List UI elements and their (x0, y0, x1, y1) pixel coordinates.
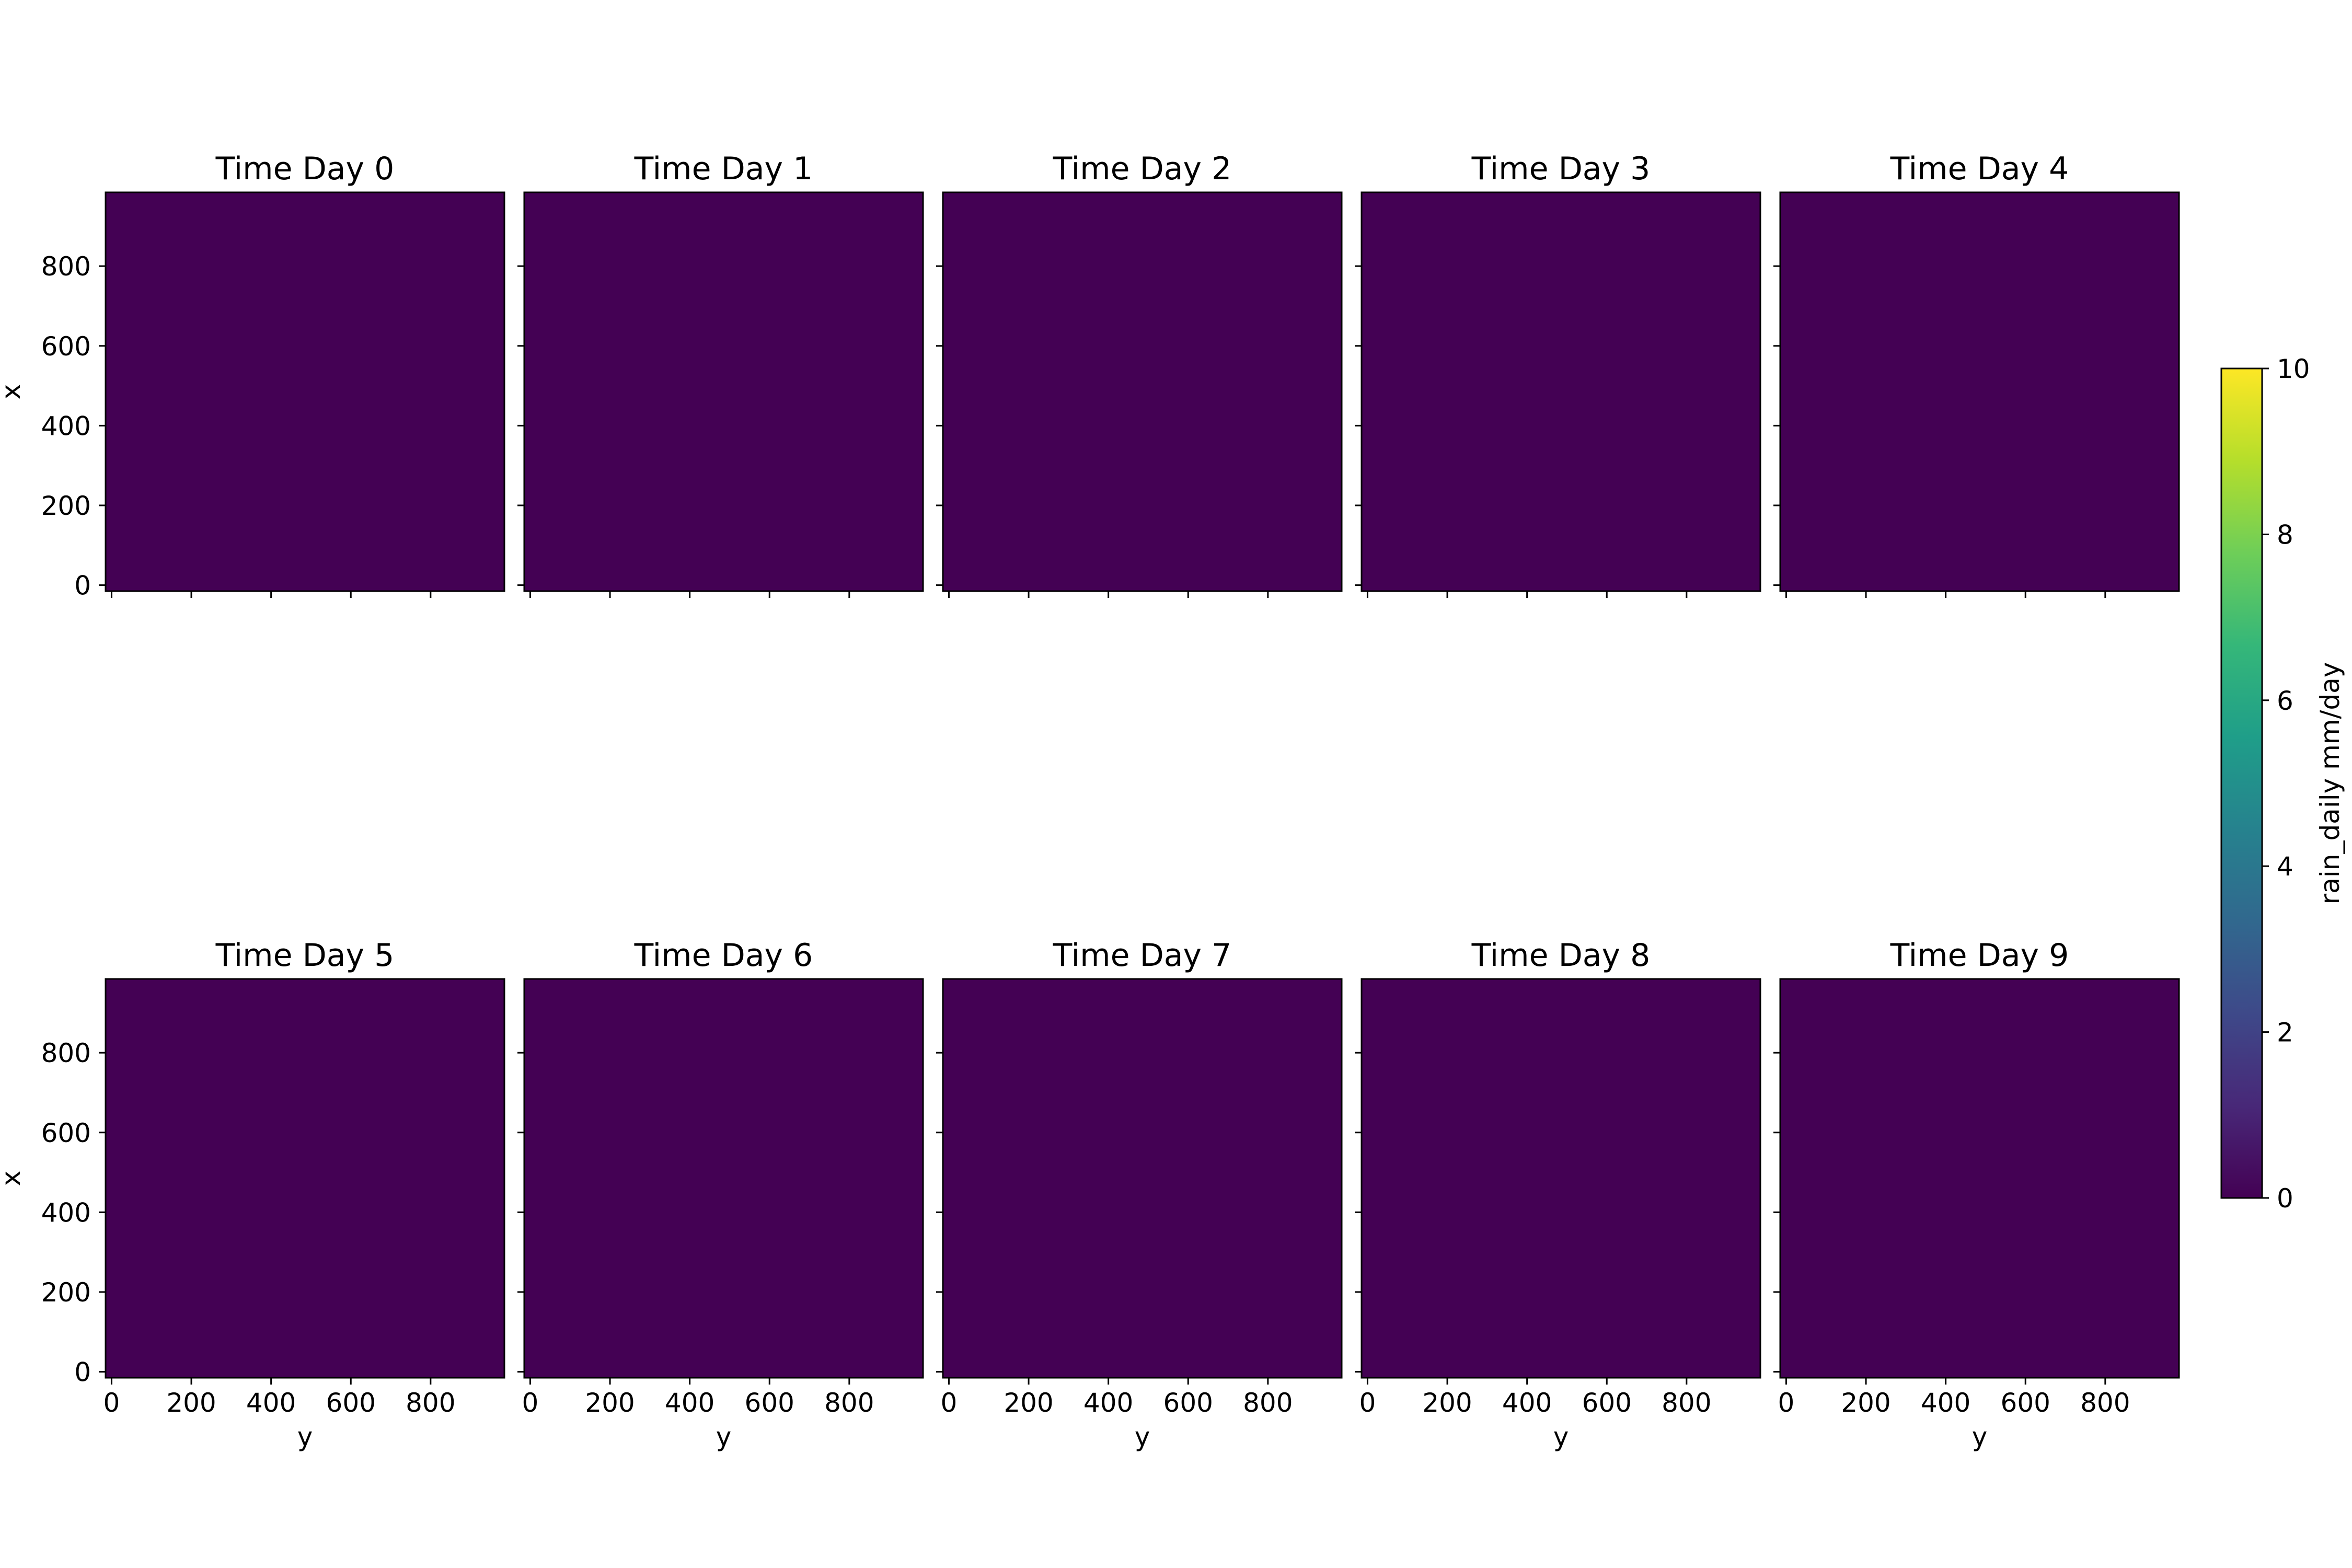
panel-frame (1361, 978, 1761, 1379)
x-tick-label: 800 (1243, 1388, 1293, 1418)
panel-title: Time Day 7 (1053, 937, 1232, 974)
x-tick-label: 600 (1582, 1388, 1632, 1418)
panel-frame (105, 191, 505, 592)
x-tick-label: 800 (2080, 1388, 2130, 1418)
heatmap-cells (106, 192, 504, 591)
heatmap-cells (1780, 979, 2179, 1378)
x-tick-label: 800 (406, 1388, 455, 1418)
x-axis-label: y (1972, 1422, 1988, 1452)
panel-title: Time Day 6 (634, 937, 813, 974)
x-tick-label: 400 (665, 1388, 714, 1418)
heatmap-cells (943, 979, 1342, 1378)
colorbar-frame (2220, 367, 2263, 1199)
x-axis-label: y (297, 1422, 313, 1452)
x-tick-label: 400 (246, 1388, 296, 1418)
colorbar: 0 2 4 6 8 10 rain_daily mm/day (2220, 354, 2345, 1214)
panel: Time Day 6 0 200 400 600 800 y (517, 937, 924, 1452)
x-tick-label: 200 (585, 1388, 635, 1418)
y-tick-label: 800 (41, 1038, 91, 1068)
x-tick-label: 600 (1163, 1388, 1213, 1418)
colorbar-tick-label: 6 (2277, 686, 2293, 716)
y-tick-label: 400 (41, 411, 91, 441)
panel-grid: Time Day 0 0 200 400 600 800 x Time Day 1 Time D… (0, 151, 2180, 1452)
x-tick-label: 200 (1841, 1388, 1890, 1418)
x-axis-label: y (1553, 1422, 1569, 1452)
panel: Time Day 0 0 200 400 600 800 x (0, 151, 505, 601)
y-tick-label: 800 (41, 251, 91, 282)
x-tick-label: 800 (824, 1388, 874, 1418)
y-axis-label: x (0, 384, 26, 400)
panel: Time Day 5 0 200 400 600 800 y 0 200 400 600 800 x (0, 937, 505, 1452)
x-tick-label: 0 (941, 1388, 958, 1418)
panel: Time Day 4 (1773, 151, 2180, 598)
colorbar-tick-label: 2 (2277, 1018, 2293, 1048)
panel-title: Time Day 8 (1471, 937, 1651, 974)
panel-title: Time Day 9 (1890, 937, 2069, 974)
panel-title: Time Day 2 (1053, 151, 1232, 187)
panel-title: Time Day 5 (215, 937, 395, 974)
panel: Time Day 2 (936, 151, 1343, 598)
panel-frame (1361, 191, 1761, 592)
panel-frame (1779, 978, 2180, 1379)
y-tick-label: 200 (41, 1277, 91, 1308)
x-axis-label: y (1135, 1422, 1150, 1452)
panel-title: Time Day 3 (1471, 151, 1651, 187)
panel: Time Day 9 0 200 400 600 800 y (1773, 937, 2180, 1452)
panel-title: Time Day 0 (215, 151, 395, 187)
panel-title: Time Day 4 (1890, 151, 2069, 187)
x-tick-label: 0 (1778, 1388, 1795, 1418)
y-tick-label: 400 (41, 1197, 91, 1228)
x-tick-label: 200 (166, 1388, 216, 1418)
y-tick-label: 600 (41, 331, 91, 362)
x-tick-label: 600 (2001, 1388, 2050, 1418)
panel: Time Day 1 (517, 151, 924, 598)
y-tick-label: 0 (74, 1357, 91, 1388)
panel-frame (523, 978, 924, 1379)
panel-title: Time Day 1 (634, 151, 813, 187)
heatmap-cells (106, 979, 504, 1378)
heatmap-cells (1780, 192, 2179, 591)
heatmap-cells (524, 979, 923, 1378)
y-tick-label: 0 (74, 571, 91, 601)
y-tick-label: 200 (41, 491, 91, 521)
heatmap-cells (1362, 192, 1760, 591)
x-tick-label: 0 (103, 1388, 120, 1418)
panel: Time Day 7 0 200 400 600 800 y (936, 937, 1343, 1452)
panel-frame (942, 191, 1343, 592)
heatmap-cells (1362, 979, 1760, 1378)
colorbar-tick-label: 10 (2277, 354, 2310, 384)
x-tick-label: 600 (745, 1388, 794, 1418)
panel: Time Day 3 (1355, 151, 1761, 598)
x-axis-label: y (716, 1422, 732, 1452)
x-tick-label: 600 (326, 1388, 376, 1418)
heatmap-cells (524, 192, 923, 591)
x-tick-label: 400 (1083, 1388, 1133, 1418)
x-tick-label: 400 (1502, 1388, 1552, 1418)
colorbar-tick-label: 8 (2277, 520, 2293, 550)
colorbar-gradient (2221, 368, 2262, 1198)
panel-frame (523, 191, 924, 592)
heatmap-cells (943, 192, 1342, 591)
panel-frame (942, 978, 1343, 1379)
y-axis-label: x (0, 1171, 26, 1186)
colorbar-label: rain_daily mm/day (2315, 662, 2345, 905)
y-tick-label: 600 (41, 1118, 91, 1148)
panel: Time Day 8 0 200 400 600 800 y (1355, 937, 1761, 1452)
x-tick-label: 0 (1359, 1388, 1376, 1418)
x-tick-label: 200 (1004, 1388, 1053, 1418)
panel-frame (1779, 191, 2180, 592)
x-tick-label: 200 (1422, 1388, 1472, 1418)
x-tick-label: 400 (1921, 1388, 1970, 1418)
colorbar-tick-label: 0 (2277, 1183, 2293, 1214)
x-tick-label: 800 (1662, 1388, 1711, 1418)
colorbar-tick-label: 4 (2277, 851, 2293, 882)
x-tick-label: 0 (522, 1388, 539, 1418)
panel-frame (105, 978, 505, 1379)
